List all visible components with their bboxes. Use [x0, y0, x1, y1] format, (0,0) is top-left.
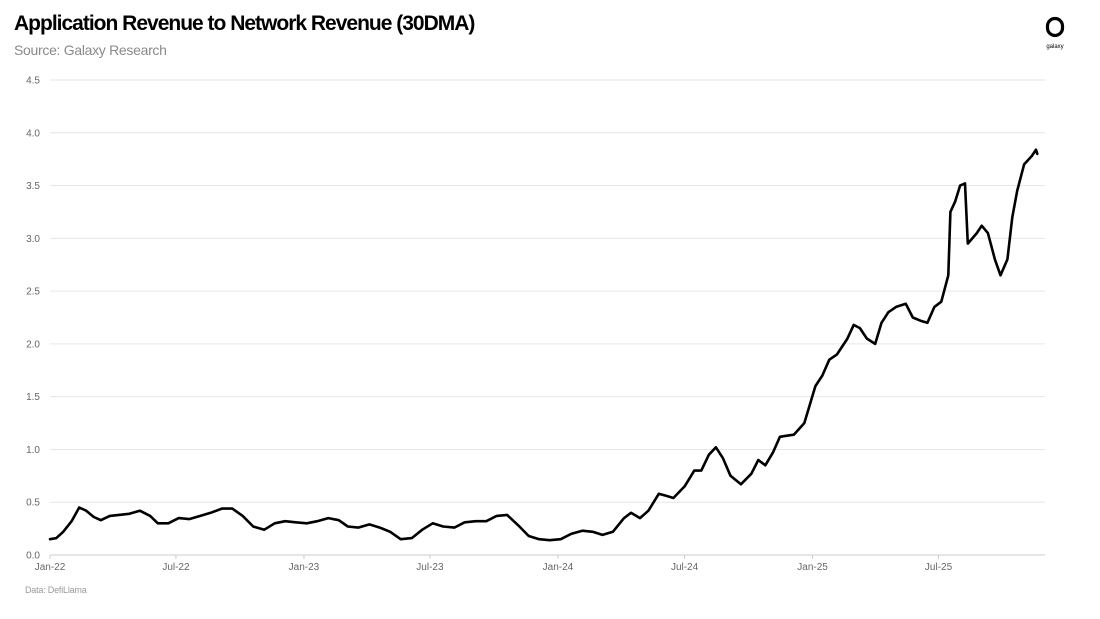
x-tick-label: Jan-25 [797, 562, 828, 573]
y-tick-label: 2.5 [26, 287, 40, 298]
chart-subtitle: Source: Galaxy Research [14, 42, 167, 58]
grid-layer [50, 79, 1045, 503]
y-tick-label: 2.0 [26, 339, 40, 350]
axis-layer: 0.0 0.5 1.0 1.5 2.0 2.5 3.0 3.5 4.0 4.5 Jan-22 Jul-… [26, 76, 1045, 573]
x-tick-label: Jul-22 [162, 562, 190, 573]
y-tick-label: 1.5 [26, 392, 40, 403]
y-tick-label: 4.0 [26, 128, 40, 139]
y-tick-label: 0.5 [26, 498, 40, 509]
chart-title: Application Revenue to Network Revenue (… [14, 12, 475, 35]
series-layer [48, 148, 1039, 542]
y-tick-label: 1.0 [26, 445, 40, 456]
x-tick-label: Jan-22 [35, 562, 66, 573]
series-line [48, 148, 1039, 542]
y-tick-label: 4.5 [26, 76, 40, 87]
x-tick-label: Jul-25 [925, 562, 953, 573]
x-tick-label: Jan-24 [543, 562, 574, 573]
brand-logo: galaxy [1040, 16, 1070, 50]
y-tick-label: 3.5 [26, 181, 40, 192]
data-source-footer: Data: DefiLlama [25, 585, 87, 595]
logo-text: galaxy [1046, 44, 1064, 50]
galaxy-logo-icon [1045, 16, 1065, 38]
x-tick-label: Jul-24 [671, 562, 699, 573]
y-tick-label: 3.0 [26, 234, 40, 245]
x-tick-label: Jul-23 [416, 562, 444, 573]
x-tick-label: Jan-23 [289, 562, 320, 573]
y-tick-label: 0.0 [26, 551, 40, 562]
